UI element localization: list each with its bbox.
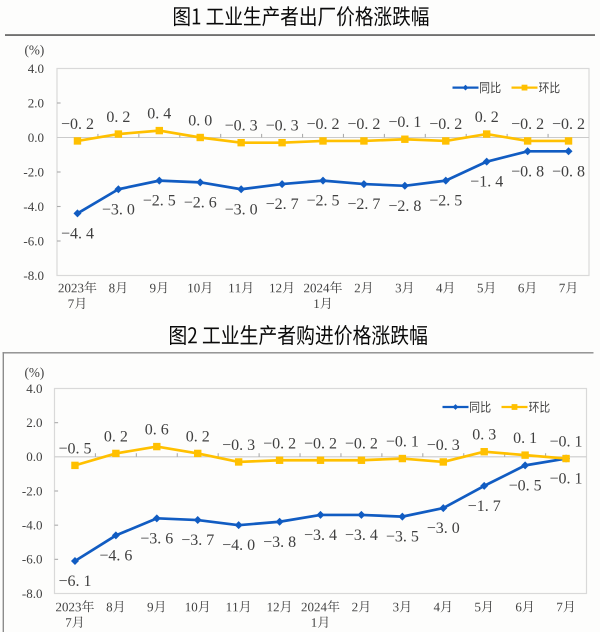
- svg-text:−0. 3: −0. 3: [225, 118, 258, 135]
- svg-text:-4.0: -4.0: [23, 199, 44, 214]
- svg-text:-4.0: -4.0: [22, 517, 43, 532]
- svg-text:−4. 6: −4. 6: [99, 547, 132, 564]
- svg-text:−3. 6: −3. 6: [140, 530, 173, 547]
- svg-text:−0. 8: −0. 8: [552, 163, 585, 180]
- svg-text:−2. 7: −2. 7: [347, 196, 380, 213]
- svg-text:-6.0: -6.0: [23, 233, 44, 248]
- svg-text:−2. 5: −2. 5: [429, 193, 462, 210]
- svg-text:(%): (%): [25, 365, 45, 380]
- svg-text:−6. 1: −6. 1: [58, 573, 91, 590]
- svg-text:−3. 0: −3. 0: [225, 201, 258, 218]
- svg-text:−0. 2: −0. 2: [263, 435, 296, 452]
- svg-text:−0. 2: −0. 2: [306, 116, 339, 133]
- svg-text:-8.0: -8.0: [22, 586, 43, 601]
- svg-text:0. 2: 0. 2: [475, 109, 499, 126]
- svg-text:−0. 2: −0. 2: [304, 435, 337, 452]
- svg-text:−3. 5: −3. 5: [386, 529, 419, 546]
- svg-text:0. 1: 0. 1: [513, 430, 537, 447]
- svg-text:-6.0: -6.0: [22, 552, 43, 567]
- svg-text:0. 2: 0. 2: [186, 428, 210, 445]
- svg-text:2.0: 2.0: [28, 95, 44, 110]
- svg-text:−0. 3: −0. 3: [427, 437, 460, 454]
- svg-text:0. 0: 0. 0: [188, 113, 212, 130]
- svg-text:−0. 2: −0. 2: [552, 116, 585, 133]
- svg-text:−0. 8: −0. 8: [511, 163, 544, 180]
- svg-text:−3. 7: −3. 7: [181, 532, 214, 549]
- svg-text:−2. 5: −2. 5: [143, 193, 176, 210]
- svg-text:0.0: 0.0: [28, 130, 44, 145]
- svg-text:−4. 4: −4. 4: [61, 225, 94, 242]
- svg-text:0.0: 0.0: [26, 449, 42, 464]
- svg-text:0. 6: 0. 6: [145, 422, 169, 439]
- svg-text:−0. 2: −0. 2: [345, 435, 378, 452]
- svg-text:−2. 7: −2. 7: [266, 196, 299, 213]
- svg-text:−2. 8: −2. 8: [388, 198, 421, 215]
- svg-text:2.0: 2.0: [26, 415, 42, 430]
- svg-text:−3. 4: −3. 4: [345, 527, 378, 544]
- svg-text:−0. 1: −0. 1: [386, 434, 419, 451]
- svg-text:(%): (%): [25, 43, 45, 58]
- svg-text:-2.0: -2.0: [22, 483, 43, 498]
- svg-text:−0. 3: −0. 3: [266, 118, 299, 135]
- svg-text:0. 4: 0. 4: [147, 106, 171, 123]
- svg-text:−3. 4: −3. 4: [304, 527, 337, 544]
- svg-text:-2.0: -2.0: [23, 164, 44, 179]
- svg-text:0. 3: 0. 3: [472, 427, 496, 444]
- svg-text:4.0: 4.0: [26, 381, 42, 396]
- svg-text:4.0: 4.0: [28, 61, 44, 76]
- svg-text:−0. 2: −0. 2: [429, 116, 462, 133]
- svg-text:−2. 5: −2. 5: [306, 193, 339, 210]
- svg-text:−0. 3: −0. 3: [222, 437, 255, 454]
- svg-text:−1. 7: −1. 7: [468, 498, 501, 515]
- svg-text:−3. 0: −3. 0: [102, 201, 135, 218]
- svg-text:−0. 5: −0. 5: [509, 477, 542, 494]
- svg-text:-8.0: -8.0: [23, 268, 44, 283]
- svg-text:−0. 2: −0. 2: [347, 116, 380, 133]
- svg-text:−0. 1: −0. 1: [550, 471, 583, 488]
- svg-text:−4. 0: −4. 0: [222, 537, 255, 554]
- svg-text:0. 2: 0. 2: [106, 109, 130, 126]
- svg-text:−1. 4: −1. 4: [470, 174, 503, 191]
- svg-text:−0. 1: −0. 1: [550, 434, 583, 451]
- svg-text:−0. 2: −0. 2: [61, 116, 94, 133]
- svg-text:−0. 1: −0. 1: [388, 114, 421, 131]
- svg-text:0. 2: 0. 2: [104, 428, 128, 445]
- svg-text:−3. 8: −3. 8: [263, 534, 296, 551]
- svg-text:−0. 2: −0. 2: [511, 116, 544, 133]
- svg-text:−0. 5: −0. 5: [58, 440, 91, 457]
- svg-text:−3. 0: −3. 0: [427, 520, 460, 537]
- svg-text:−2. 6: −2. 6: [184, 194, 217, 211]
